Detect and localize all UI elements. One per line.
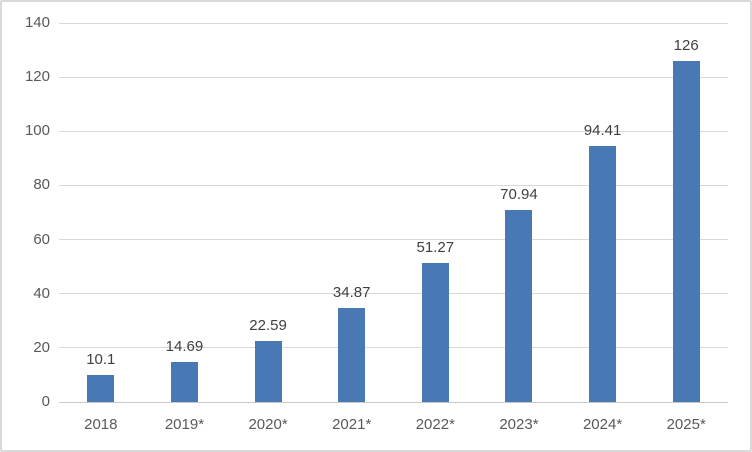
bar [421, 263, 449, 402]
bar [672, 60, 700, 402]
y-tick-label: 80 [33, 176, 50, 194]
gridline [59, 184, 728, 186]
bar-value-label: 22.59 [249, 316, 287, 334]
y-tick-label: 40 [33, 284, 50, 302]
x-category-label: 2024* [582, 416, 623, 433]
x-axis: 2018 2019* 2020* 2021* 2022* 2023* 2024* 2025* [59, 413, 728, 439]
x-category-label: 2019* [164, 416, 205, 433]
bar [87, 374, 115, 402]
x-category-label: 2021* [332, 416, 372, 433]
gridline [59, 76, 728, 78]
x-axis-line [59, 401, 728, 403]
y-tick-label: 0 [41, 393, 50, 410]
bar-value-label: 70.94 [500, 185, 538, 203]
gridline [59, 293, 728, 295]
x-category-label: 2023* [499, 416, 539, 433]
x-category-label: 2018 [84, 416, 118, 433]
x-category-label: 2020* [248, 416, 288, 433]
bar [254, 340, 282, 402]
bar-value-label: 126 [673, 36, 699, 54]
bar [170, 362, 198, 402]
bar-value-label: 34.87 [332, 283, 371, 301]
gridline [59, 239, 728, 241]
bar [589, 146, 617, 402]
plot-area: 10.1 14.69 22.59 34.87 51.27 70.94 94.41 126 [59, 22, 728, 403]
bar [338, 307, 366, 402]
bar-value-label: 10.1 [86, 350, 116, 368]
bar [505, 209, 533, 402]
x-category-label: 2025* [666, 416, 706, 433]
y-tick-label: 100 [24, 122, 50, 140]
y-axis: 0 20 40 60 80 100 120 140 [2, 14, 50, 410]
gridline [59, 130, 728, 132]
gridline [59, 22, 728, 24]
y-tick-label: 60 [33, 230, 50, 248]
x-category-label: 2022* [415, 416, 455, 433]
bar-value-label: 94.41 [583, 122, 622, 140]
gridline [59, 347, 728, 349]
bar-value-label: 51.27 [416, 239, 455, 257]
y-tick-label: 20 [33, 338, 50, 356]
y-tick-label: 140 [24, 14, 50, 31]
bar-value-label: 14.69 [165, 338, 204, 356]
y-tick-label: 120 [24, 68, 50, 86]
